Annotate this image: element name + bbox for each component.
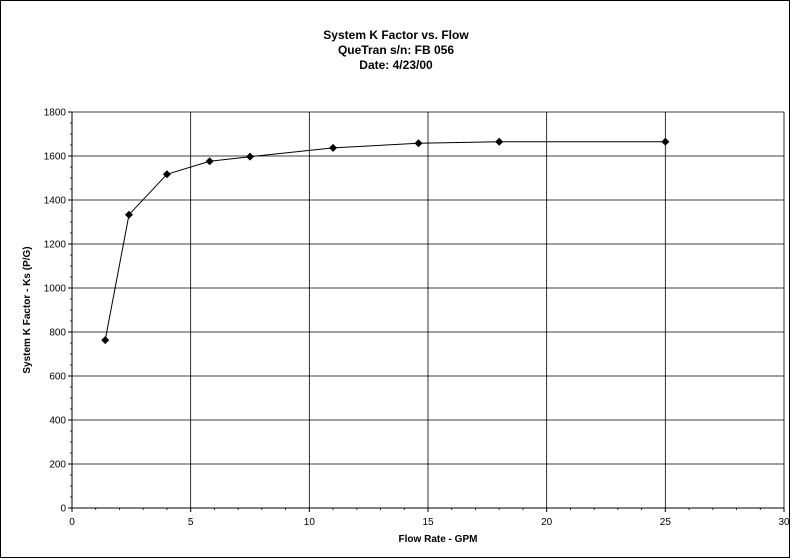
data-point-marker: [329, 143, 338, 152]
data-point-marker: [162, 170, 171, 179]
chart-subtitle-date: Date: 4/23/00: [359, 58, 433, 72]
chart-title: System K Factor vs. Flow: [323, 28, 469, 42]
y-tick-label: 1200: [44, 240, 67, 251]
x-tick-label: 15: [422, 517, 434, 528]
x-axis-title: Flow Rate - GPM: [399, 534, 478, 545]
data-point-marker: [205, 157, 214, 166]
x-tick-label: 10: [304, 517, 316, 528]
y-tick-label: 0: [60, 504, 66, 515]
y-tick-label: 1400: [44, 196, 67, 207]
y-tick-label: 400: [49, 416, 66, 427]
data-point-marker: [414, 139, 423, 148]
data-point-marker: [246, 152, 254, 161]
chart-subtitle-serial: QueTran s/n: FB 056: [337, 43, 455, 57]
x-tick-label: 20: [541, 517, 553, 528]
y-tick-label: 600: [49, 372, 66, 383]
data-point-marker: [124, 210, 133, 219]
x-tick-label: 25: [660, 517, 672, 528]
x-tick-label: 5: [188, 517, 194, 528]
data-point-marker: [101, 336, 110, 345]
data-point-marker: [661, 137, 670, 146]
data-point-marker: [495, 137, 504, 146]
x-tick-label: 30: [778, 517, 790, 528]
series-line: [104, 141, 666, 341]
y-tick-label: 1800: [44, 108, 67, 119]
x-tick-label: 0: [69, 517, 75, 528]
y-tick-label: 200: [49, 460, 66, 471]
y-tick-label: 800: [49, 328, 66, 339]
y-tick-label: 1000: [44, 284, 67, 295]
y-tick-label: 1600: [44, 152, 67, 163]
y-axis-title: System K Factor - Ks (P/G): [22, 246, 33, 373]
